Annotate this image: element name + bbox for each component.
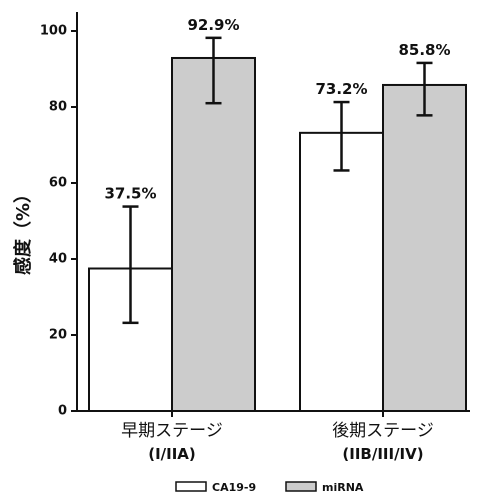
y-tick-label: 100 bbox=[40, 24, 67, 39]
y-tick-label: 80 bbox=[49, 100, 67, 115]
data-label-ca19-9-1: 73.2% bbox=[315, 80, 367, 98]
category-sublabel-1: (IIB/III/IV) bbox=[342, 445, 423, 463]
bar-ca19-9-1 bbox=[299, 131, 384, 412]
y-tick-label: 0 bbox=[58, 404, 67, 419]
y-tick-label: 60 bbox=[49, 176, 67, 191]
data-labels: 37.5% 92.9% 73.2% 85.8% bbox=[104, 16, 450, 203]
y-axis-label: 感度（%） bbox=[12, 185, 34, 275]
legend-swatch-ca19-9 bbox=[175, 481, 207, 492]
bars bbox=[88, 36, 467, 413]
data-label-mirna-1: 85.8% bbox=[398, 41, 450, 59]
category-label-1: 後期ステージ bbox=[332, 421, 434, 441]
bar-mirna-1 bbox=[382, 83, 467, 413]
category-sublabel-0: (I/IIA) bbox=[148, 445, 196, 463]
bar-ca19-9-0 bbox=[88, 267, 173, 412]
legend-swatch-mirna bbox=[285, 481, 317, 492]
data-label-mirna-0: 92.9% bbox=[187, 16, 239, 34]
bar-mirna-0 bbox=[171, 56, 256, 412]
y-tick-label: 40 bbox=[49, 252, 67, 267]
category-label-0: 早期ステージ bbox=[121, 421, 223, 441]
legend: CA19-9 miRNA bbox=[175, 481, 364, 494]
legend-label-ca19-9: CA19-9 bbox=[212, 481, 256, 494]
x-axis-category-labels: 早期ステージ (I/IIA) 後期ステージ (IIB/III/IV) bbox=[121, 421, 434, 463]
legend-label-mirna: miRNA bbox=[322, 481, 364, 494]
y-tick-label: 20 bbox=[49, 328, 67, 343]
data-label-ca19-9-0: 37.5% bbox=[104, 185, 156, 203]
